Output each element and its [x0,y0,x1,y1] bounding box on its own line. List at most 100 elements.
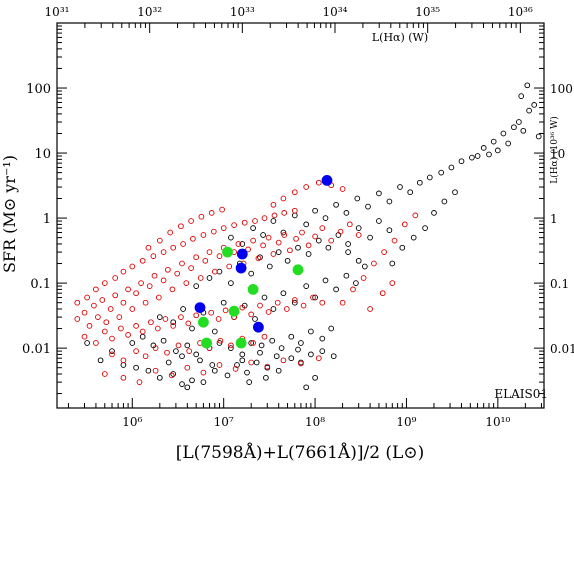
open-data-point [441,198,448,205]
open-data-point [215,316,222,322]
open-data-point [197,275,204,281]
open-data-point [355,225,362,231]
open-data-point [74,316,81,322]
open-data-point [239,351,246,358]
open-data-point [239,357,246,364]
open-data-point [431,210,437,216]
open-data-point [346,221,353,228]
filled-data-point [321,174,333,186]
open-data-point [379,290,386,297]
open-data-point [152,345,159,351]
open-data-point [220,299,227,306]
open-data-point [120,268,127,275]
tick-labels: 10⁶ 10⁷ 10⁸ 10⁹ 10¹⁰ 10³¹ 10³² 10³³ 10³⁴ 10³⁵ 10³⁶… [22,5,574,429]
filled-data-point [292,264,304,276]
open-data-point [175,342,182,349]
open-data-point [129,306,136,312]
open-data-point [469,154,475,161]
open-data-point [189,377,195,384]
open-data-point [330,353,337,360]
right-tick-label: 0.01 [550,342,574,356]
open-data-point [228,345,234,351]
open-data-point [109,348,115,354]
open-data-point [235,241,242,247]
open-data-point [328,325,335,332]
open-data-point [197,357,203,364]
open-data-point [142,353,149,360]
open-data-point [293,235,299,242]
filled-data-point [235,337,247,349]
open-data-point [151,272,158,279]
open-data-point [160,249,167,255]
open-data-point [174,270,181,277]
y-tick-label: 10 [34,147,51,162]
open-data-point [274,299,281,306]
open-data-point [216,362,223,368]
open-data-point [255,255,262,262]
open-data-point [101,371,108,377]
open-data-point [156,314,163,320]
open-data-point [399,244,406,251]
open-data-point [202,257,209,264]
open-data-point [518,93,525,99]
top-tick-label: 10³² [137,5,162,19]
open-data-point [136,379,143,385]
open-data-point [315,179,322,186]
open-data-point [148,319,154,326]
open-data-point [169,286,176,293]
open-data-point [184,364,191,371]
open-data-point [228,234,234,241]
open-data-point [160,277,167,284]
open-data-point [183,280,190,286]
open-data-point [333,201,339,208]
open-data-point [291,297,298,303]
open-data-point [389,260,396,267]
open-data-point [109,351,115,358]
open-data-point [81,333,88,340]
open-data-point [188,265,194,271]
open-data-point [343,272,350,279]
open-data-point [261,333,268,340]
filled-data-point [194,302,206,314]
open-data-point [505,140,512,147]
open-data-point [490,138,497,145]
open-data-point [263,374,269,381]
open-data-point [305,242,312,249]
open-data-point [170,244,177,251]
open-data-point [160,337,167,344]
open-data-point [494,147,501,154]
open-data-point [474,153,481,159]
top-tick-label: 10³⁵ [415,5,440,19]
right-tick-label: 1 [550,212,558,226]
open-data-point [232,366,239,372]
open-data-point [312,294,318,301]
open-data-point [231,222,237,228]
open-data-point [239,241,246,247]
open-data-point [120,374,127,381]
open-data-point [164,349,170,356]
axis-ticks [56,22,544,408]
filled-data-point [228,305,240,317]
right-tick-label: 100 [550,82,573,96]
open-data-point [250,225,256,231]
top-axis-label: L(Hα) (W) [372,31,428,44]
open-data-point [208,309,215,316]
open-data-point [145,367,152,374]
data-points [74,82,542,391]
x-axis-label: [L(7598Å)+L(7661Å)]/2 (L⊙) [176,442,424,463]
open-data-point [345,241,351,247]
open-data-point [101,328,108,335]
open-data-point [252,316,258,322]
open-data-point [253,359,260,366]
top-tick-label: 10³³ [230,5,255,19]
open-data-point [535,133,542,140]
open-data-point [291,189,298,196]
open-data-point [345,249,351,255]
open-data-point [86,323,93,329]
open-data-point [146,283,153,289]
open-data-point [280,229,287,236]
open-data-point [412,212,419,219]
open-data-point [193,312,200,319]
open-data-point [133,323,139,329]
